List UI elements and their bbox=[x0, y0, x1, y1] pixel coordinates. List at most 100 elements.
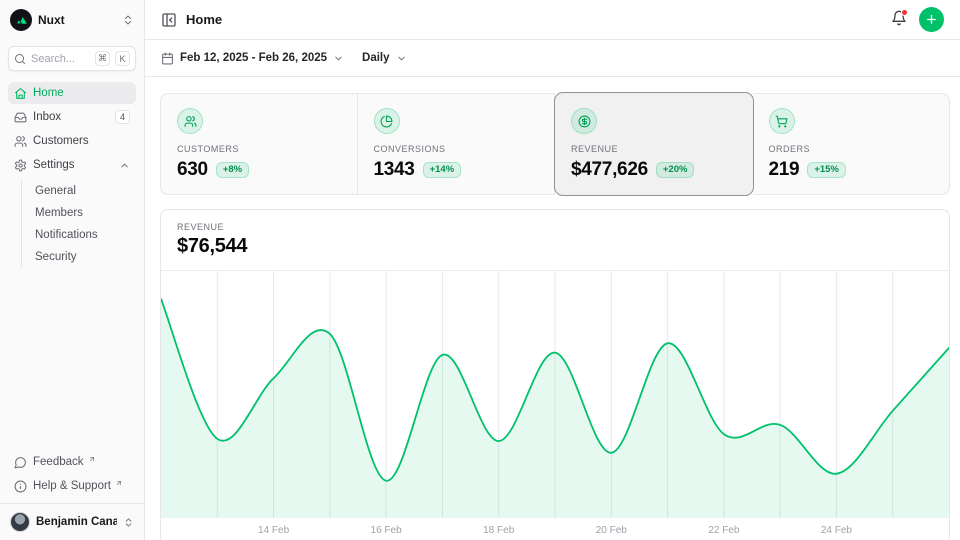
stat-label: REVENUE bbox=[571, 144, 619, 154]
revenue-chart-card: REVENUE $76,544 14 Feb 16 Feb 18 Feb 20 Feb… bbox=[160, 209, 950, 540]
footer-link-label: Help & Support bbox=[33, 480, 111, 492]
chevron-down-icon bbox=[396, 53, 407, 64]
chart-area-fill bbox=[161, 299, 949, 518]
x-axis-tick-label: 16 Feb bbox=[370, 525, 402, 536]
x-axis-tick-label: 18 Feb bbox=[483, 525, 515, 536]
sidebar-subitem-security[interactable]: Security bbox=[31, 246, 136, 267]
search-icon bbox=[14, 53, 26, 65]
chevrons-up-down-icon bbox=[122, 14, 134, 26]
x-axis-tick-label: 24 Feb bbox=[820, 525, 852, 536]
inbox-count-badge: 4 bbox=[114, 109, 130, 125]
stat-value-row: 630 +8% bbox=[177, 159, 341, 181]
sidebar-subitem-label: Members bbox=[35, 206, 83, 219]
user-menu[interactable]: Benjamin Canac bbox=[0, 503, 144, 540]
kbd-k: K bbox=[115, 51, 130, 66]
chart-line bbox=[161, 298, 949, 482]
bell-icon bbox=[891, 10, 907, 26]
chevron-up-icon bbox=[119, 160, 130, 171]
nuxt-logo-icon bbox=[10, 9, 32, 31]
avatar bbox=[10, 512, 30, 532]
stat-label: ORDERS bbox=[768, 144, 811, 154]
sidebar-item-customers[interactable]: Customers bbox=[8, 130, 136, 152]
sidebar-item-settings[interactable]: Settings bbox=[8, 154, 136, 176]
plus-icon bbox=[925, 13, 938, 26]
revenue-chart[interactable]: 14 Feb 16 Feb 18 Feb 20 Feb 22 Feb 24 Feb bbox=[161, 271, 949, 540]
circle-dollar-icon bbox=[571, 108, 597, 134]
chart-pie-icon bbox=[373, 108, 400, 134]
cart-icon bbox=[768, 108, 795, 134]
footer-link-label: Feedback bbox=[33, 456, 84, 468]
stat-value: 1343 bbox=[373, 159, 415, 180]
chart-metric-label: REVENUE bbox=[177, 222, 225, 232]
sidebar-subitem-notifications[interactable]: Notifications bbox=[31, 224, 136, 245]
settings-subnav: General Members Notifications Security bbox=[21, 180, 136, 267]
sidebar-subitem-label: Security bbox=[35, 250, 77, 263]
stat-delta-badge: +14% bbox=[422, 162, 462, 178]
chevrons-up-down-icon bbox=[123, 517, 134, 528]
kbd-cmd: ⌘ bbox=[95, 51, 110, 66]
sidebar-item-inbox[interactable]: Inbox 4 bbox=[8, 106, 136, 128]
stat-card-conversions[interactable]: CONVERSIONS 1343 +14% bbox=[357, 93, 555, 195]
stat-delta-badge: +15% bbox=[807, 162, 846, 178]
notification-dot bbox=[901, 9, 908, 16]
sidebar-item-label: Customers bbox=[33, 135, 89, 147]
stat-card-revenue[interactable]: REVENUE $477,626 +20% bbox=[555, 93, 753, 195]
search-placeholder: Search... bbox=[31, 52, 76, 65]
chart-header: REVENUE $76,544 bbox=[161, 210, 949, 271]
stat-delta-badge: +8% bbox=[215, 162, 250, 178]
workspace-switcher[interactable]: Nuxt bbox=[8, 8, 136, 32]
gear-icon bbox=[14, 159, 27, 172]
sidebar-item-label: Inbox bbox=[33, 111, 62, 123]
chart-metric-value: $76,544 bbox=[177, 235, 248, 257]
stat-card-customers[interactable]: CUSTOMERS 630 +8% bbox=[160, 93, 358, 195]
users-icon bbox=[177, 108, 203, 134]
user-name: Benjamin Canac bbox=[36, 516, 117, 528]
search-input[interactable]: Search... ⌘ K bbox=[8, 46, 136, 71]
x-axis-tick-label: 20 Feb bbox=[595, 525, 627, 536]
date-range-picker[interactable]: Feb 12, 2025 - Feb 26, 2025 bbox=[161, 52, 344, 65]
sidebar-item-home[interactable]: Home bbox=[8, 82, 136, 104]
stat-value: $477,626 bbox=[571, 159, 648, 180]
chart-gridlines bbox=[216, 271, 894, 518]
period-select[interactable]: Daily bbox=[362, 52, 407, 64]
sidebar-nav: Home Inbox 4 Customers Settings General Member… bbox=[8, 82, 136, 269]
sidebar-subitem-members[interactable]: Members bbox=[31, 202, 136, 223]
stat-value: 219 bbox=[768, 159, 800, 180]
topbar: Home bbox=[145, 0, 960, 40]
stat-value: 630 bbox=[177, 159, 208, 180]
stat-value-row: 1343 +14% bbox=[374, 159, 539, 181]
sidebar-subitem-general[interactable]: General bbox=[31, 180, 136, 201]
workspace-name: Nuxt bbox=[38, 13, 65, 27]
sidebar-footer: Feedback Help & Support Benjamin Canac bbox=[0, 451, 144, 540]
sidebar-collapse-button[interactable] bbox=[161, 12, 177, 28]
stat-card-orders[interactable]: ORDERS 219 +15% bbox=[752, 93, 950, 195]
add-button[interactable] bbox=[919, 7, 944, 32]
topbar-actions bbox=[891, 7, 944, 32]
stats-grid: CUSTOMERS 630 +8% CONVERSIONS 1343 +14% REVENU… bbox=[160, 93, 950, 195]
x-axis-tick-label: 22 Feb bbox=[708, 525, 740, 536]
footer-link-help[interactable]: Help & Support bbox=[8, 475, 136, 497]
filter-toolbar: Feb 12, 2025 - Feb 26, 2025 Daily bbox=[145, 40, 960, 77]
date-range-label: Feb 12, 2025 - Feb 26, 2025 bbox=[180, 52, 328, 64]
stat-label: CUSTOMERS bbox=[177, 144, 239, 154]
x-axis-tick-label: 14 Feb bbox=[258, 525, 290, 536]
sidebar-subitem-label: General bbox=[35, 184, 76, 197]
external-link-icon bbox=[88, 455, 96, 463]
sidebar-item-label: Home bbox=[33, 87, 64, 99]
x-axis-labels: 14 Feb 16 Feb 18 Feb 20 Feb 22 Feb 24 Feb bbox=[161, 518, 949, 540]
stat-value-row: 219 +15% bbox=[769, 159, 934, 181]
home-icon bbox=[14, 87, 27, 100]
sidebar-item-label: Settings bbox=[33, 159, 75, 171]
chevron-down-icon bbox=[333, 53, 344, 64]
inbox-icon bbox=[14, 111, 27, 124]
sidebar: Nuxt Search... ⌘ K Home Inbox 4 Customers Se… bbox=[0, 0, 145, 540]
sidebar-subitem-label: Notifications bbox=[35, 228, 98, 241]
period-label: Daily bbox=[362, 52, 390, 64]
main-panel: Home Feb 12, 2 bbox=[145, 0, 960, 540]
sidebar-footer-links: Feedback Help & Support bbox=[8, 451, 136, 497]
content: CUSTOMERS 630 +8% CONVERSIONS 1343 +14% REVENU… bbox=[145, 77, 960, 540]
users-icon bbox=[14, 135, 27, 148]
notifications-button[interactable] bbox=[891, 9, 908, 29]
footer-link-feedback[interactable]: Feedback bbox=[8, 451, 136, 473]
